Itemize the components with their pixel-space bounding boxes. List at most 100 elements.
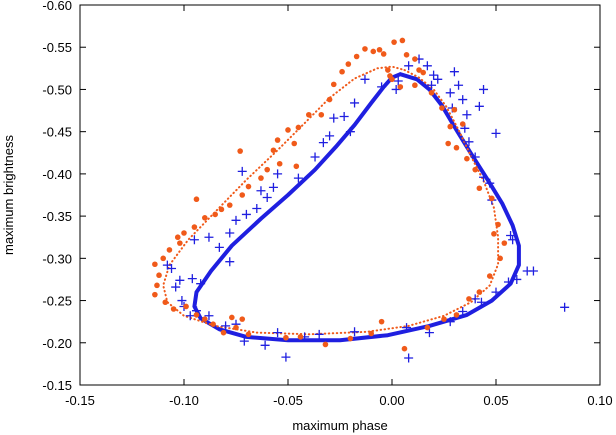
- y-tick-label: -0.25: [42, 294, 72, 309]
- dot-data-point: [193, 312, 200, 318]
- dot-data-point: [193, 196, 200, 203]
- y-tick-label: -0.15: [42, 378, 72, 393]
- dot-data-point: [152, 261, 158, 268]
- x-tick-label: -0.15: [65, 393, 95, 408]
- dot-data-point: [399, 37, 406, 44]
- x-tick-label: 0.10: [587, 393, 612, 408]
- dot-data-point: [174, 234, 181, 241]
- plus-data-point: [329, 113, 339, 123]
- dot-data-point: [202, 215, 208, 221]
- plus-data-point: [175, 275, 185, 285]
- dot-data-point: [380, 51, 387, 57]
- plot-frame: [79, 4, 601, 386]
- y-tick-label: -0.35: [42, 209, 72, 224]
- plus-data-point: [458, 95, 468, 105]
- dot-data-point: [476, 185, 483, 192]
- dot-data-point: [330, 81, 337, 88]
- dot-data-point: [472, 166, 479, 173]
- y-tick-label: -0.30: [42, 251, 72, 266]
- dot-data-point: [162, 299, 169, 306]
- plus-data-point: [185, 311, 195, 321]
- plus-data-point: [479, 172, 489, 182]
- plus-data-point: [225, 228, 235, 238]
- dot-data-point: [226, 202, 233, 208]
- y-tick-label: -0.50: [42, 82, 72, 97]
- x-tick-label: 0.05: [483, 393, 508, 408]
- dotted-fit-curve: [162, 65, 500, 336]
- dot-data-point: [345, 61, 352, 67]
- dot-data-point: [210, 321, 216, 328]
- dot-data-point: [191, 224, 198, 230]
- dot-data-point: [229, 314, 235, 321]
- dot-data-point: [239, 192, 246, 198]
- dot-data-point: [264, 166, 271, 173]
- dot-data-point: [239, 316, 246, 322]
- plus-data-point: [239, 336, 249, 346]
- plus-data-point: [427, 80, 437, 90]
- dot-data-point: [459, 121, 466, 127]
- dot-data-point: [202, 316, 208, 322]
- dot-data-point: [466, 296, 472, 302]
- x-tick-label: -0.10: [169, 393, 199, 408]
- plus-data-point: [462, 110, 472, 120]
- plus-data-point: [273, 328, 283, 338]
- dot-data-point: [326, 96, 333, 103]
- data-points: [152, 37, 570, 363]
- dot-data-point: [318, 111, 325, 118]
- dot-data-point: [339, 68, 345, 75]
- plus-data-point: [293, 173, 303, 183]
- plus-data-point: [204, 232, 214, 242]
- dot-data-point: [347, 335, 354, 342]
- dot-data-point: [368, 330, 375, 337]
- dot-data-point: [245, 331, 252, 338]
- plus-data-point: [433, 74, 443, 84]
- dot-data-point: [447, 123, 454, 130]
- plus-data-point: [339, 111, 349, 121]
- dot-data-point: [283, 334, 289, 341]
- x-tick-label: 0.00: [379, 393, 404, 408]
- dot-data-point: [441, 316, 447, 322]
- plus-data-point: [476, 297, 486, 307]
- plus-data-point: [470, 152, 480, 162]
- plus-data-point: [314, 329, 324, 339]
- dot-data-point: [285, 127, 291, 133]
- dot-data-point: [428, 90, 435, 96]
- dot-data-point: [220, 329, 227, 336]
- dot-data-point: [453, 144, 460, 151]
- dot-data-point: [156, 272, 162, 279]
- plus-data-point: [491, 287, 501, 297]
- x-tick-label: -0.05: [273, 393, 303, 408]
- dot-data-point: [166, 247, 173, 253]
- plus-data-point: [360, 74, 370, 84]
- dot-data-point: [291, 140, 298, 147]
- dot-data-point: [212, 211, 218, 218]
- dot-data-point: [170, 306, 177, 312]
- y-axis-label: maximum brightness: [1, 135, 16, 255]
- plus-data-point: [560, 302, 570, 312]
- dot-data-point: [397, 84, 404, 90]
- plus-data-point: [225, 257, 235, 267]
- plus-data-point: [454, 80, 464, 90]
- plus-data-point: [241, 209, 251, 219]
- plus-data-point: [464, 137, 474, 147]
- dot-data-point: [385, 67, 391, 73]
- plus-data-point: [345, 127, 355, 137]
- dot-data-point: [233, 324, 239, 331]
- plus-data-point: [404, 61, 414, 71]
- dot-data-point: [183, 303, 189, 310]
- plus-data-point: [204, 311, 214, 321]
- dot-data-point: [376, 46, 383, 53]
- plus-data-point: [503, 277, 513, 287]
- plus-data-point: [187, 274, 197, 284]
- dot-data-point: [295, 124, 302, 131]
- dot-data-point: [445, 140, 451, 147]
- dot-data-point: [420, 69, 427, 76]
- plus-data-point: [424, 328, 434, 338]
- plus-data-point: [252, 204, 262, 214]
- plus-data-point: [325, 131, 335, 141]
- y-tick-label: -0.60: [42, 0, 72, 13]
- dot-data-point: [237, 148, 243, 154]
- plus-data-point: [350, 98, 360, 108]
- plus-data-point: [422, 61, 432, 71]
